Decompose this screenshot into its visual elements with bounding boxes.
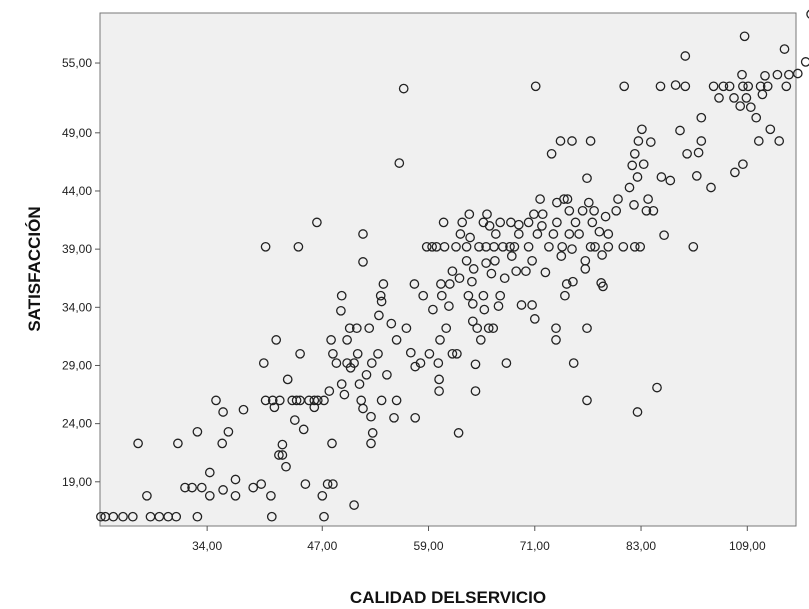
y-tick-label: 24,00 <box>62 417 92 431</box>
x-tick-label: 109,00 <box>729 539 766 553</box>
x-axis-title: CALIDAD DELSERVICIO <box>350 588 546 607</box>
y-tick-label: 55,00 <box>62 56 92 70</box>
x-axis-ticks: 34,00 47,00 59,00 71,00 83,00 109,00 <box>192 526 766 553</box>
y-tick-label: 49,00 <box>62 126 92 140</box>
y-tick-label: 44,00 <box>62 184 92 198</box>
x-tick-label: 83,00 <box>626 539 656 553</box>
y-tick-label: 19,00 <box>62 475 92 489</box>
x-tick-label: 34,00 <box>192 539 222 553</box>
y-axis-title: SATISFACCIÓN <box>25 206 44 331</box>
y-tick-label: 39,00 <box>62 242 92 256</box>
y-tick-label: 29,00 <box>62 358 92 372</box>
y-axis-ticks: 19,00 24,00 29,00 34,00 39,00 44,00 49,00 55,00 <box>62 56 100 489</box>
x-tick-label: 47,00 <box>307 539 337 553</box>
x-tick-label: 59,00 <box>414 539 444 553</box>
y-tick-label: 34,00 <box>62 300 92 314</box>
x-tick-label: 71,00 <box>520 539 550 553</box>
data-point <box>802 58 809 66</box>
